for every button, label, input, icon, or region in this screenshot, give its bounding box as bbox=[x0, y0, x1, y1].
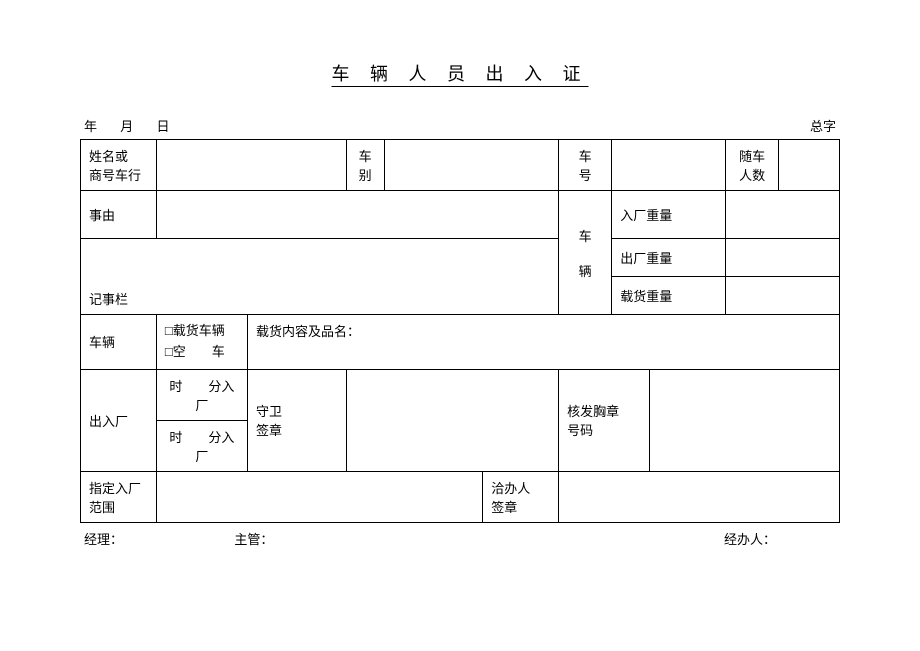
footer-row: 经理： 主管： 经办人： bbox=[80, 529, 840, 548]
badge-value-cell[interactable] bbox=[650, 369, 840, 471]
name-value-cell[interactable] bbox=[156, 140, 346, 191]
area-line1: 指定入厂 bbox=[89, 478, 148, 497]
vehicle-no-value-cell[interactable] bbox=[612, 140, 726, 191]
reason-value-cell[interactable] bbox=[156, 191, 558, 239]
area-line2: 范围 bbox=[89, 497, 148, 516]
name-label-cell: 姓名或 商号车行 bbox=[81, 140, 157, 191]
form-title: 车 辆 人 员 出 入 证 bbox=[80, 60, 840, 86]
out-weight-value-cell[interactable] bbox=[726, 239, 840, 277]
passenger-label-cell: 随车 人数 bbox=[726, 140, 779, 191]
vehicle-group-line1: 车 bbox=[567, 226, 603, 245]
time-in-cell[interactable]: 时 分入厂 bbox=[156, 369, 247, 420]
vehicle-no-line1: 车 bbox=[567, 146, 603, 165]
handler-sign-line1: 洽办人 bbox=[491, 478, 550, 497]
header-row: 年 月 日 总字 bbox=[80, 116, 840, 135]
name-label-line1: 姓名或 bbox=[89, 146, 148, 165]
badge-line2: 号码 bbox=[567, 420, 641, 439]
form-page: 车 辆 人 员 出 入 证 年 月 日 总字 bbox=[80, 60, 840, 548]
passenger-line1: 随车 bbox=[734, 146, 770, 165]
passenger-value-cell[interactable] bbox=[779, 140, 840, 191]
vehicle-group-label-cell: 车 辆 bbox=[559, 191, 612, 315]
handler-sign-value-cell[interactable] bbox=[559, 471, 840, 522]
name-label-line2: 商号车行 bbox=[89, 165, 148, 184]
vehicle-label-cell: 车辆 bbox=[81, 315, 157, 370]
vehicle-type-line1: 车 bbox=[355, 146, 376, 165]
vehicle-group-line2: 辆 bbox=[567, 261, 603, 280]
supervisor-label: 主管： bbox=[234, 529, 610, 548]
vehicle-no-line2: 号 bbox=[567, 165, 603, 184]
reason-label-cell: 事由 bbox=[81, 191, 157, 239]
cargo-weight-value-cell[interactable] bbox=[726, 277, 840, 315]
vehicle-type-value-cell[interactable] bbox=[384, 140, 559, 191]
month-label: 月 bbox=[120, 119, 133, 134]
table-row-area: 指定入厂 范围 洽办人 签章 bbox=[81, 471, 840, 522]
clerk-label: 经办人： bbox=[610, 529, 836, 548]
badge-line1: 核发胸章 bbox=[567, 401, 641, 420]
in-weight-label-cell: 入厂重量 bbox=[612, 191, 726, 239]
out-weight-label-cell: 出厂重量 bbox=[612, 239, 726, 277]
guard-sign-line1: 守卫 bbox=[256, 401, 338, 420]
table-row-outweight: 记事栏 出厂重量 bbox=[81, 239, 840, 277]
year-label: 年 bbox=[84, 119, 97, 134]
vehicle-checkbox-cell[interactable]: □载货车辆 □空 车 bbox=[156, 315, 247, 370]
passenger-line2: 人数 bbox=[734, 165, 770, 184]
table-row-reason: 事由 车 辆 入厂重量 bbox=[81, 191, 840, 239]
area-value-cell[interactable] bbox=[156, 471, 482, 522]
inout-label-cell: 出入厂 bbox=[81, 369, 157, 471]
guard-sign-label-cell: 守卫 签章 bbox=[247, 369, 346, 471]
cargo-weight-label-cell: 载货重量 bbox=[612, 277, 726, 315]
guard-sign-value-cell[interactable] bbox=[346, 369, 558, 471]
badge-label-cell: 核发胸章 号码 bbox=[559, 369, 650, 471]
serial-label: 总字 bbox=[810, 119, 836, 134]
guard-sign-line2: 签章 bbox=[256, 420, 338, 439]
day-label: 日 bbox=[157, 119, 170, 134]
checkbox-loaded[interactable]: □载货车辆 bbox=[165, 321, 239, 342]
table-row-vehicle-cargo: 车辆 □载货车辆 □空 车 载货内容及品名： bbox=[81, 315, 840, 370]
main-form-table: 姓名或 商号车行 车 别 车 号 随车 人数 事由 bbox=[80, 139, 840, 523]
in-weight-value-cell[interactable] bbox=[726, 191, 840, 239]
notes-label-cell: 记事栏 bbox=[81, 239, 559, 315]
cargo-content-label: 载货内容及品名： bbox=[256, 324, 360, 339]
manager-label: 经理： bbox=[84, 529, 234, 548]
vehicle-type-line2: 别 bbox=[355, 165, 376, 184]
header-date: 年 月 日 bbox=[84, 116, 190, 135]
vehicle-type-label-cell: 车 别 bbox=[346, 140, 384, 191]
time-out-cell[interactable]: 时 分入厂 bbox=[156, 420, 247, 471]
cargo-content-cell[interactable]: 载货内容及品名： bbox=[247, 315, 839, 370]
checkbox-empty[interactable]: □空 车 bbox=[165, 342, 239, 363]
table-row-inout-1: 出入厂 时 分入厂 守卫 签章 核发胸章 号码 bbox=[81, 369, 840, 420]
handler-sign-line2: 签章 bbox=[491, 497, 550, 516]
vehicle-no-label-cell: 车 号 bbox=[559, 140, 612, 191]
header-serial: 总字 bbox=[810, 116, 836, 135]
area-label-cell: 指定入厂 范围 bbox=[81, 471, 157, 522]
table-row-identity: 姓名或 商号车行 车 别 车 号 随车 人数 bbox=[81, 140, 840, 191]
handler-sign-label-cell: 洽办人 签章 bbox=[483, 471, 559, 522]
